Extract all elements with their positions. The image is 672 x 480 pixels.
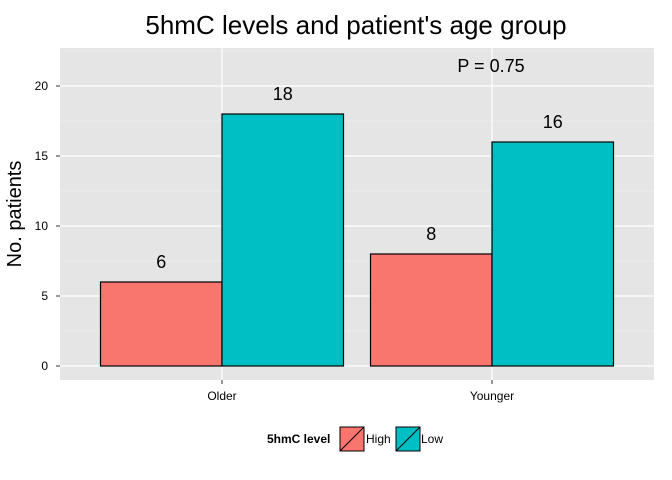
bar-low-younger (491, 141, 615, 367)
y-tick-label: 10 (35, 219, 49, 233)
y-axis-title: No. patients (4, 161, 26, 268)
x-tick-label: Older (207, 389, 236, 403)
bar-label: 6 (156, 252, 166, 272)
y-tick-label: 20 (35, 79, 49, 93)
legend-label-high: High (366, 432, 391, 446)
bar-label: 8 (426, 224, 436, 244)
bars (99, 113, 615, 367)
y-axis-ticks: 0 5 10 15 20 (35, 79, 60, 373)
x-tick-label: Younger (470, 389, 514, 403)
y-tick-label: 15 (35, 149, 49, 163)
bar-low-older (221, 113, 345, 367)
bar-high-younger (369, 253, 493, 367)
bar-label: 18 (273, 84, 293, 104)
bar-label: 16 (543, 112, 563, 132)
bar-high-older (99, 281, 223, 367)
p-value-annotation: P = 0.75 (457, 56, 524, 76)
legend: 5hmC level High Low (267, 426, 443, 452)
bar-labels: 6 18 8 16 (156, 84, 563, 272)
x-axis-ticks: Older Younger (207, 380, 514, 403)
legend-key-diagonal (395, 426, 421, 452)
y-tick-label: 5 (41, 289, 48, 303)
legend-label-low: Low (421, 432, 443, 446)
legend-key-diagonal (339, 426, 365, 452)
y-tick-label: 0 (41, 359, 48, 373)
chart-title: 5hmC levels and patient's age group (145, 10, 566, 40)
legend-title: 5hmC level (267, 432, 330, 446)
